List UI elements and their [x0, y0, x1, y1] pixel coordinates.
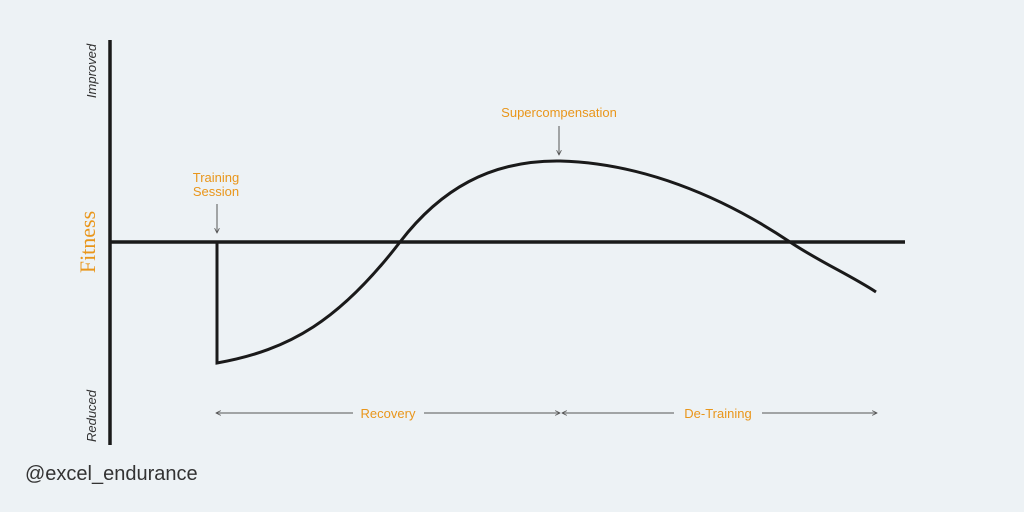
fitness-curve — [215, 159, 877, 365]
recovery-label: Recovery — [361, 406, 416, 421]
watermark-handle: @excel_endurance — [25, 463, 198, 485]
y-axis-label: Fitness — [75, 211, 100, 273]
training-session-label-line2: Session — [193, 184, 239, 199]
supercompensation-label: Supercompensation — [501, 105, 617, 120]
y-axis-bottom-label: Reduced — [84, 389, 99, 442]
training-session-label-line1: Training — [193, 170, 239, 185]
y-axis-top-label: Improved — [84, 43, 99, 98]
de-training-label: De-Training — [684, 406, 751, 421]
